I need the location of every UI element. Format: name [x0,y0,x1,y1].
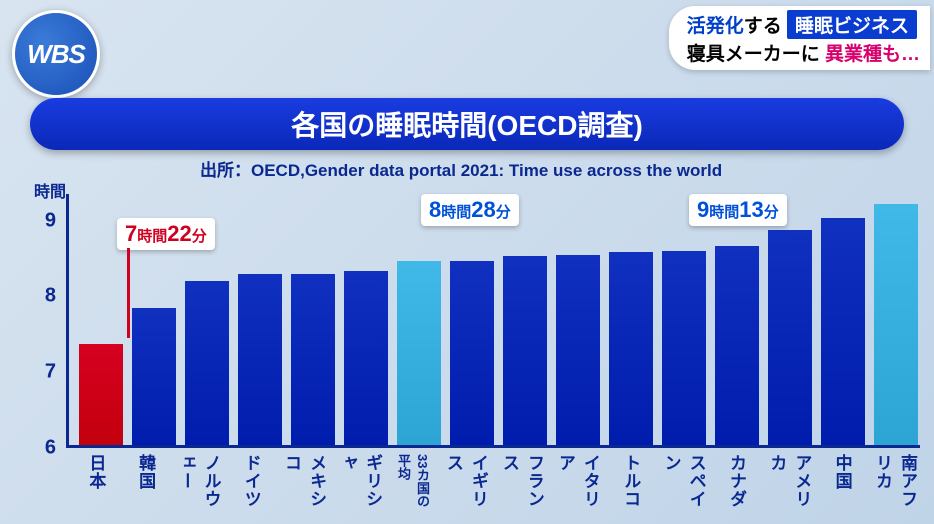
bar [397,261,441,448]
bar [79,344,123,448]
bar-wrap [661,251,708,448]
bar [662,251,706,448]
bar [291,274,335,448]
bar-wrap [714,246,761,448]
bar-wrap [77,344,124,448]
x-label: メキシコ [279,454,329,510]
x-label: フランス [497,454,547,510]
y-tick: 6 [30,437,56,460]
bar-wrap [236,274,283,448]
top-banner: 活発化する 睡眠ビジネス 寝具メーカーに 異業種も… [669,6,930,70]
bar [874,204,918,448]
y-tick: 9 [30,209,56,232]
chart: 時間 6789 7時間22分8時間28分9時間13分 日本韓国ノルウェードイツメ… [30,180,920,510]
bar-wrap [130,308,177,448]
callout-label: 7時間22分 [117,218,215,250]
x-label: 韓国 [133,454,158,510]
bar-wrap [395,261,442,448]
bar [715,246,759,448]
x-label: ギリシャ [335,454,385,510]
bar [768,230,812,448]
x-label: アメリカ [764,454,814,510]
x-label: カナダ [724,454,749,510]
x-label: ノルウェー [173,454,223,510]
y-tick: 7 [30,361,56,384]
x-label: イタリア [553,454,603,510]
banner-line1: 活発化する 睡眠ビジネス [687,10,920,39]
wbs-logo: WBS [12,10,100,98]
bar [450,261,494,448]
x-label: イギリス [441,454,491,510]
bar-wrap [183,281,230,448]
bar-wrap [608,252,655,448]
bar-wrap [448,261,495,448]
source-text: 出所：OECD,Gender data portal 2021: Time us… [200,156,722,181]
bar [238,274,282,448]
bar [344,271,388,448]
x-axis-line [69,445,920,448]
bar [821,218,865,448]
logo-text: WBS [27,39,85,70]
plot-area: 7時間22分 8時間28分 9時間13分 [66,194,920,448]
bar-wrap [820,218,867,448]
x-label: 中国 [830,454,855,510]
callout-label: 9時間13分 [689,194,787,226]
x-label: 日本 [83,454,108,510]
bar-wrap [502,256,549,448]
callout-label: 8時間28分 [421,194,519,226]
bar [609,252,653,448]
x-labels: 日本韓国ノルウェードイツメキシコギリシャ33カ国の平均イギリスフランスイタリアト… [74,454,920,519]
x-label: トルコ [618,454,643,510]
bar-wrap [873,204,920,448]
bar-wrap [342,271,389,448]
y-tick: 8 [30,285,56,308]
bar-wrap [289,274,336,448]
bar-wrap [767,230,814,448]
chart-title-bar: 各国の睡眠時間(OECD調査) [30,98,904,150]
x-label: 南アフリカ [870,454,920,510]
bar [185,281,229,448]
banner-line2: 寝具メーカーに 異業種も… [687,39,920,66]
x-label: スペイン [659,454,709,510]
bar [132,308,176,448]
bar [503,256,547,448]
x-label: ドイツ [239,454,264,510]
callout-connector [127,248,130,338]
y-ticks: 6789 [30,194,60,448]
x-label: 33カ国の平均 [394,454,432,519]
bar-wrap [555,255,602,448]
bar [556,255,600,448]
chart-title: 各国の睡眠時間(OECD調査) [291,104,643,144]
